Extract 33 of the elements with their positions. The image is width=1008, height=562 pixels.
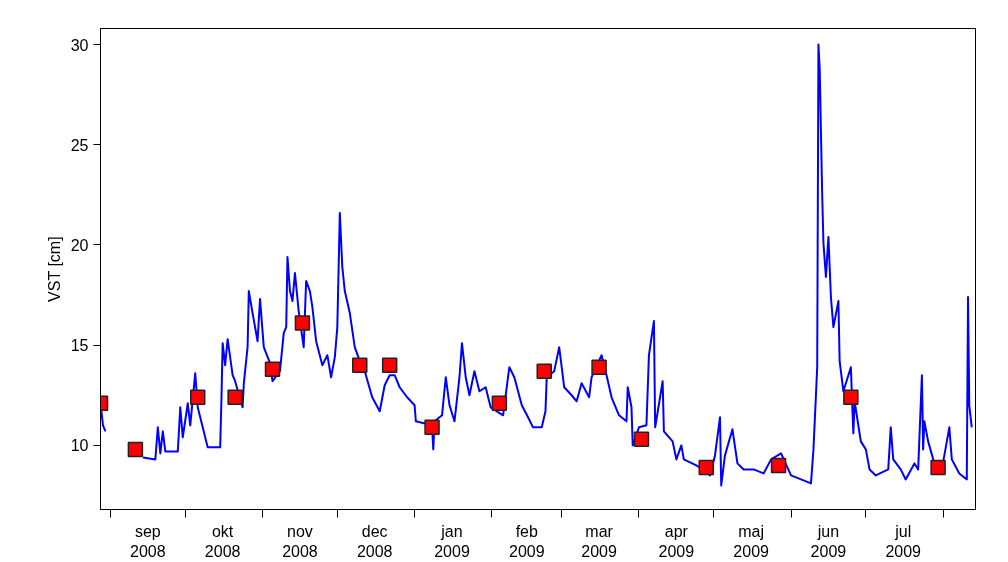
y-tick-label: 30: [70, 36, 89, 54]
point: [633, 431, 650, 448]
point: [189, 389, 206, 406]
point: [930, 459, 946, 476]
x-tick-label: mar 2009: [581, 522, 617, 560]
y-tick-label: 10: [70, 437, 89, 455]
y-tick-label: 25: [70, 136, 89, 154]
x-tick-label: sep 2008: [130, 522, 166, 560]
x-tick-label: nov 2008: [282, 522, 318, 560]
point: [698, 459, 715, 476]
x-tick-label: okt 2008: [204, 522, 241, 560]
x-tick-label: apr 2009: [658, 522, 695, 560]
point: [381, 357, 398, 373]
x-tick-label: jul 2009: [885, 522, 922, 560]
point: [294, 315, 311, 331]
point: [591, 359, 607, 375]
x-tick-label: jan 2009: [434, 522, 470, 560]
x-tick-label: maj 2009: [733, 522, 770, 560]
y-tick-label: 15: [70, 337, 89, 355]
y-tick-label: 20: [70, 236, 89, 254]
x-tick-label: jun 2009: [810, 522, 847, 560]
x-tick-label: feb 2009: [508, 522, 545, 560]
point: [127, 441, 144, 458]
point: [770, 457, 787, 474]
point: [264, 361, 281, 377]
y-axis-title: VST [cm]: [45, 236, 63, 302]
x-tick-label: dec 2008: [356, 522, 393, 560]
point: [424, 419, 440, 436]
point: [491, 395, 508, 412]
point: [536, 363, 552, 379]
point: [352, 357, 368, 373]
point: [843, 389, 859, 406]
point: [227, 389, 243, 406]
